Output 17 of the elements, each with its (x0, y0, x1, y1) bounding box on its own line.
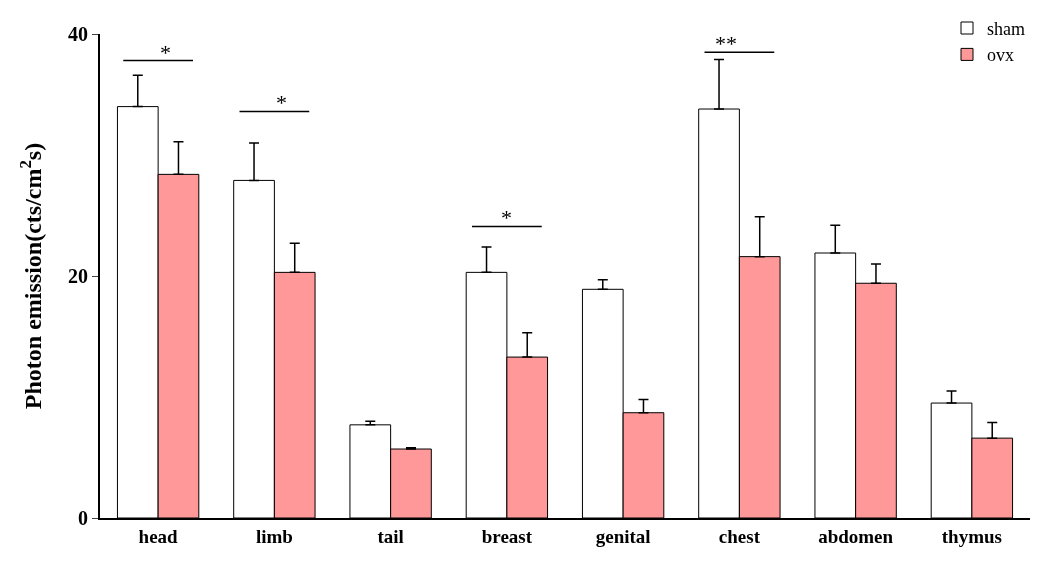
annotation: * (276, 90, 287, 115)
annotation: * (160, 40, 171, 65)
x-tick-label: abdomen (818, 525, 894, 547)
x-tick-label: thymus (941, 525, 1002, 547)
annotation: * (501, 205, 512, 230)
x-tick-label: chest (718, 525, 761, 547)
x-tick-label: tail (377, 525, 404, 547)
x-tick-label: breast (481, 525, 533, 547)
annotation: ** (715, 31, 737, 56)
y-tick-label: 20 (68, 265, 88, 287)
y-tick-label: 40 (68, 23, 88, 45)
legend-label: ovx (987, 45, 1014, 66)
y-tick-label: 0 (78, 507, 88, 529)
legend-label: sham (987, 19, 1025, 40)
x-tick-label: limb (255, 525, 293, 547)
x-tick-label: head (138, 525, 179, 547)
x-tick-label: genital (595, 525, 651, 547)
